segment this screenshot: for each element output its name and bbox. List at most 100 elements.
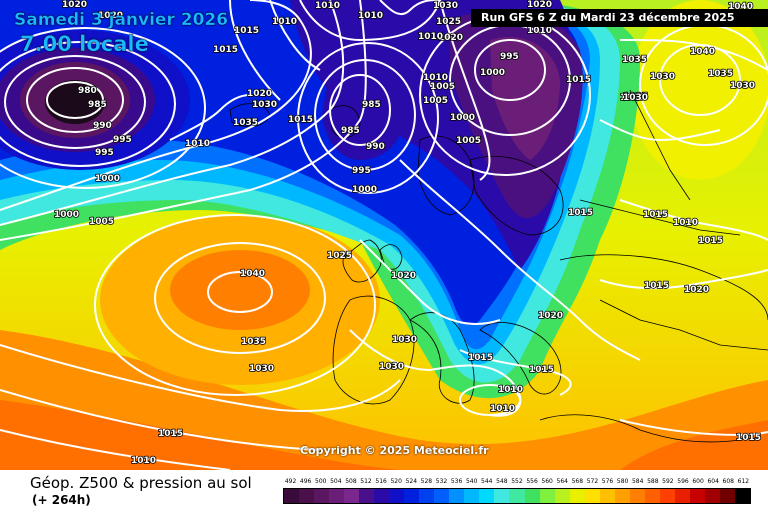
isobar-label: 1010 [418,32,443,42]
forecast-time: 7.00 locale [20,32,149,56]
isobar-label: 995 [113,135,132,145]
legend-swatch [539,489,555,503]
legend-label: 604 [707,478,719,485]
isobar-label: 1015 [158,429,183,439]
isobar-label: 1000 [480,68,505,78]
isobars [0,0,768,470]
isobar-label: 985 [88,100,107,110]
legend-label: 544 [481,478,493,485]
trough-core [490,36,560,160]
legend-label: 496 [299,478,312,485]
legend-label: 540 [465,478,478,485]
legend-label: 500 [315,478,327,485]
isobar-label: 1015 [288,115,313,125]
isobar-label: 1010 [315,1,340,11]
legend-label: 568 [571,478,584,485]
map-area: 980 985 990 995 995 1000 1000 1005 1010 … [0,0,768,470]
legend-label: 560 [541,478,553,485]
coastlines [229,89,768,443]
isobar-label: 1020 [684,285,709,295]
legend-swatch [599,489,615,503]
isobar-label: 1020 [538,311,563,321]
east-high [630,0,768,180]
legend-label: 584 [631,478,644,485]
isobar-label: 1015 [736,433,761,443]
isobar-label: 1030 [392,335,417,345]
forecast-offset: (+ 264h) [32,493,91,507]
legend-swatch [314,489,330,503]
legend-swatch [554,489,570,503]
legend-swatch [479,489,495,503]
legend-label: 548 [496,478,508,485]
legend-swatch [689,489,705,503]
legend-label: 536 [450,478,463,485]
isobar-label: 1020 [62,0,87,10]
legend-swatch [674,489,690,503]
isobar-label: 980 [78,86,97,96]
legend-labels: 492 496 500 504 508 512 516 520 524 528 532 536 540 5… [283,475,751,488]
isobar-label: 1035 [233,118,258,128]
legend-swatch [734,489,750,503]
legend-swatch [584,489,600,503]
isobar-label: 1015 [529,365,554,375]
legend-swatch [569,489,585,503]
legend-label: 520 [390,478,402,485]
high-blob-inner [170,250,310,330]
color-legend: 492 496 500 504 508 512 516 520 524 528 532 536 540 5… [283,475,751,504]
legend-swatch [614,489,630,503]
isobar-label: 1020 [391,271,416,281]
isobar-label: 990 [93,121,112,131]
isobar-label: 1015 [234,26,259,36]
isobar-label: 995 [352,166,371,176]
isobar-label: 1010 [131,456,156,466]
isobar-label: 1000 [352,185,377,195]
legend-swatch [659,489,675,503]
isobar-label: 1010 [423,73,448,83]
isobar-label: 990 [366,142,385,152]
legend-swatch [359,489,375,503]
isobar-label: 995 [500,52,519,62]
isobar-label: 995 [95,148,114,158]
legend-swatch [464,489,480,503]
legend-swatch [629,489,645,503]
legend-swatch [434,489,450,503]
legend-label: 592 [662,478,674,485]
isobar-label: 985 [362,100,381,110]
legend-bar [283,488,751,504]
legend-label: 596 [677,478,689,485]
legend-swatch [509,489,525,503]
isobar-label: 1030 [379,362,404,372]
isobar-label: 1000 [95,174,120,184]
legend-swatch [719,489,735,503]
legend-label: 552 [511,478,523,485]
legend-label: 524 [405,478,418,485]
isobar-label: 1005 [423,96,448,106]
copyright: Copyright © 2025 Meteociel.fr [300,444,489,457]
legend-label: 572 [586,478,599,485]
isobar-label: 1030 [433,1,458,11]
isobar-label: 1030 [252,100,277,110]
isobar-label: 1025 [623,92,648,102]
isobar-label: 1020 [438,33,463,43]
isobar-label: 985 [341,126,360,136]
isobar-label: 1015 [698,236,723,246]
isobar-label: 1025 [436,17,461,27]
isobar-label: 1005 [89,217,114,227]
legend-label: 564 [556,478,568,485]
isobar-label: 1015 [644,281,669,291]
legend-label: 528 [420,478,433,485]
chart-title: Géop. Z500 & pression au sol [30,474,252,492]
legend-label: 588 [647,478,659,485]
legend-label: 600 [692,478,704,485]
legend-swatch [704,489,720,503]
footer: Géop. Z500 & pression au sol (+ 264h) 49… [0,470,768,512]
legend-label: 576 [601,478,614,485]
isobar-label: 1005 [456,136,481,146]
isobar-label: 1030 [730,81,755,91]
isobar-label: 1010 [673,218,698,228]
isobar-label: 1025 [327,251,352,261]
isobar-label: 1010 [527,26,552,36]
forecast-date: Samedi 3 janvier 2026 [14,10,229,30]
isobar-label: 1035 [241,337,266,347]
isobar-label: 1015 [566,75,591,85]
